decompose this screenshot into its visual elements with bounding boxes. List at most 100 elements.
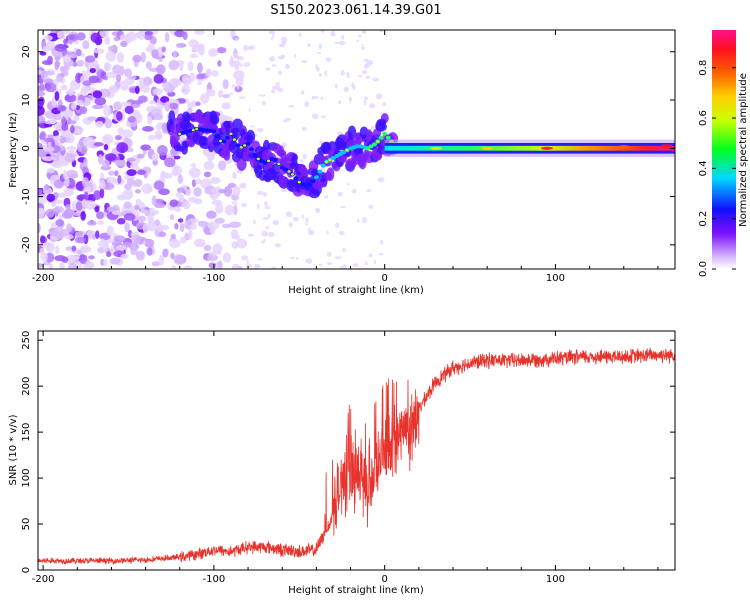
noise-blob: [191, 100, 198, 107]
noise-blob: [140, 144, 151, 151]
noise-blob: [145, 47, 152, 52]
noise-blob: [45, 241, 55, 253]
noise-blob: [315, 64, 318, 70]
ridge-core: [371, 142, 377, 147]
snr-panel: -200 -100 0 100 0 50 100 150 200 250 Height of st…: [8, 330, 676, 596]
y-tick-label: -10: [21, 188, 32, 204]
noise-blob: [80, 246, 91, 253]
noise-blob: [55, 219, 64, 227]
noise-blob: [85, 55, 96, 63]
noise-blob: [134, 179, 143, 188]
noise-blob: [65, 204, 71, 210]
noise-blob: [274, 243, 281, 248]
noise-blob: [75, 201, 83, 211]
noise-blob: [373, 259, 377, 265]
noise-blob: [131, 242, 136, 252]
noise-blob: [326, 230, 329, 235]
noise-blob: [265, 67, 271, 71]
noise-blob: [94, 205, 100, 213]
noise-blob: [206, 210, 217, 220]
snr-ylabel: SNR (10 * v/v): [8, 414, 19, 485]
y-tick-label: 20: [21, 45, 32, 58]
noise-blob: [203, 244, 212, 252]
noise-blob: [66, 223, 73, 233]
noise-blob: [123, 201, 132, 209]
noise-blob: [54, 43, 67, 52]
noise-blob: [185, 189, 192, 197]
noise-blob: [366, 59, 374, 66]
noise-blob: [153, 209, 159, 215]
y-tick-label: 50: [21, 518, 32, 531]
noise-blob: [182, 31, 188, 41]
noise-blob: [229, 221, 241, 228]
noise-blob: [103, 61, 112, 72]
noise-blob: [382, 101, 387, 107]
noise-blob: [234, 85, 243, 93]
noise-blob: [117, 174, 122, 184]
noise-blob: [195, 101, 201, 107]
noise-blob: [105, 51, 117, 62]
noise-blob: [38, 69, 42, 75]
noise-blob: [161, 83, 170, 88]
noise-blob: [190, 163, 196, 168]
ridge-halo: [280, 177, 288, 188]
noise-blob: [362, 217, 367, 224]
noise-blob: [93, 190, 102, 201]
noise-blob: [216, 46, 227, 54]
noise-blob: [93, 48, 105, 54]
noise-blob: [173, 254, 185, 265]
noise-blob: [326, 262, 332, 266]
ridge-peak: [328, 158, 332, 162]
noise-blob: [351, 82, 355, 89]
noise-blob: [43, 184, 50, 190]
ridge-peak: [229, 132, 233, 136]
snr-axes: -200 -100 0 100 0 50 100 150 200 250: [21, 331, 675, 585]
noise-blob: [305, 217, 309, 223]
noise-blob: [76, 59, 85, 67]
noise-blob: [246, 259, 250, 265]
band-hotspot: [429, 146, 442, 150]
noise-blob: [195, 178, 203, 185]
noise-blob: [307, 43, 311, 48]
noise-blob: [152, 113, 163, 121]
noise-blob: [369, 103, 376, 109]
noise-blob: [63, 38, 68, 45]
ridge-peak: [266, 159, 271, 163]
x-tick-label: -200: [32, 574, 55, 585]
noise-blob: [46, 193, 56, 202]
noise-blob: [38, 105, 45, 116]
snr-xlabel: Height of straight line (km): [288, 585, 424, 596]
noise-blob: [300, 60, 308, 63]
noise-blob: [123, 68, 133, 78]
noise-blob: [172, 164, 179, 171]
noise-blob: [171, 169, 179, 176]
noise-blob: [217, 60, 222, 67]
figure-title: S150.2023.061.14.39.G01: [270, 3, 441, 18]
noise-blob: [268, 30, 275, 35]
noise-blob: [38, 142, 43, 150]
noise-blob: [74, 129, 83, 134]
noise-blob: [375, 93, 383, 100]
x-tick-label: 100: [546, 574, 565, 585]
noise-blob: [238, 96, 246, 99]
band-hotspot: [540, 146, 553, 150]
noise-blob: [348, 96, 352, 103]
noise-blob: [334, 256, 342, 260]
noise-blob: [127, 229, 133, 238]
ridge-halo: [300, 166, 309, 178]
noise-blob: [44, 71, 55, 76]
noise-blob: [54, 245, 60, 255]
noise-blob: [135, 250, 145, 261]
noise-blob: [364, 261, 368, 266]
noise-blob: [123, 213, 136, 221]
noise-blob: [352, 263, 359, 268]
noise-blob: [174, 30, 186, 38]
spectrogram-image: [38, 30, 675, 269]
noise-blob: [356, 39, 360, 43]
noise-blob: [106, 251, 112, 258]
noise-blob: [197, 220, 209, 228]
y-tick-label: -20: [21, 237, 32, 253]
noise-blob: [148, 186, 153, 193]
ridge-peak: [243, 144, 247, 147]
noise-blob: [55, 199, 63, 204]
